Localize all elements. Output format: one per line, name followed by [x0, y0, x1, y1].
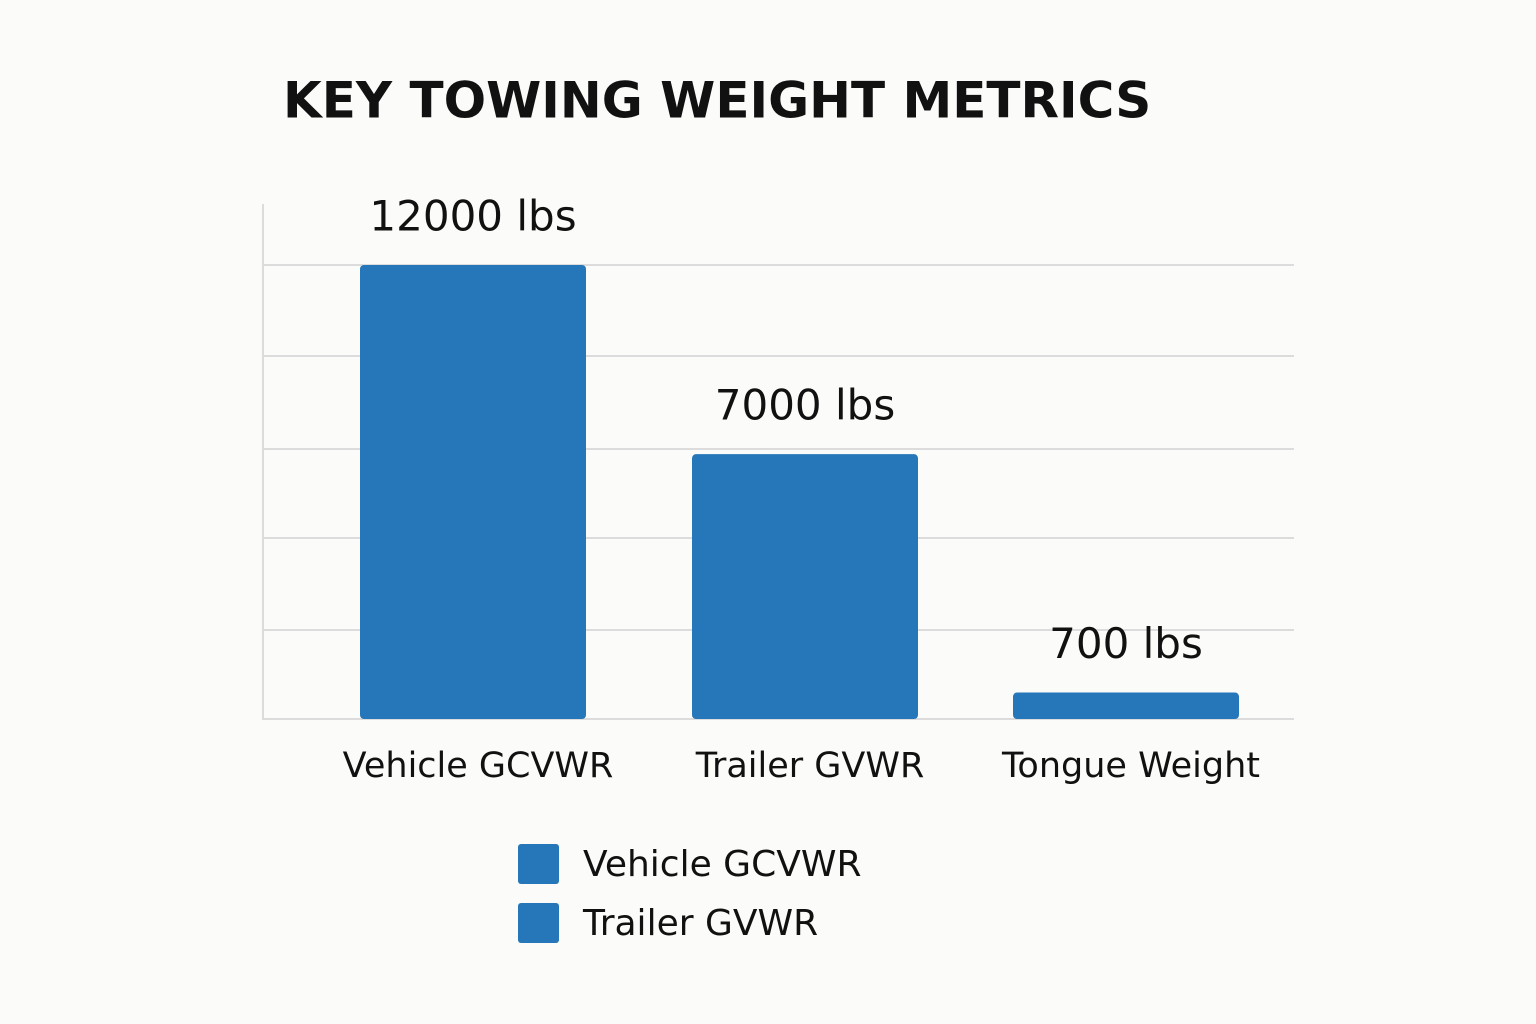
bar: [1013, 692, 1239, 719]
legend-swatch: [518, 903, 559, 943]
bar: [692, 454, 918, 719]
x-tick-label: Trailer GVWR: [695, 746, 925, 786]
value-label: 12000 lbs: [369, 192, 576, 241]
x-tick-label: Tongue Weight: [1001, 746, 1260, 786]
legend-label: Trailer GVWR: [582, 903, 818, 944]
legend-swatch: [518, 844, 559, 884]
legend-label: Vehicle GCVWR: [583, 844, 861, 885]
bar: [360, 265, 586, 719]
value-label: 7000 lbs: [715, 381, 895, 430]
value-label: 700 lbs: [1049, 619, 1203, 668]
x-tick-label: Vehicle GCVWR: [343, 746, 614, 786]
chart-title: KEY TOWING WEIGHT METRICS: [283, 72, 1151, 130]
